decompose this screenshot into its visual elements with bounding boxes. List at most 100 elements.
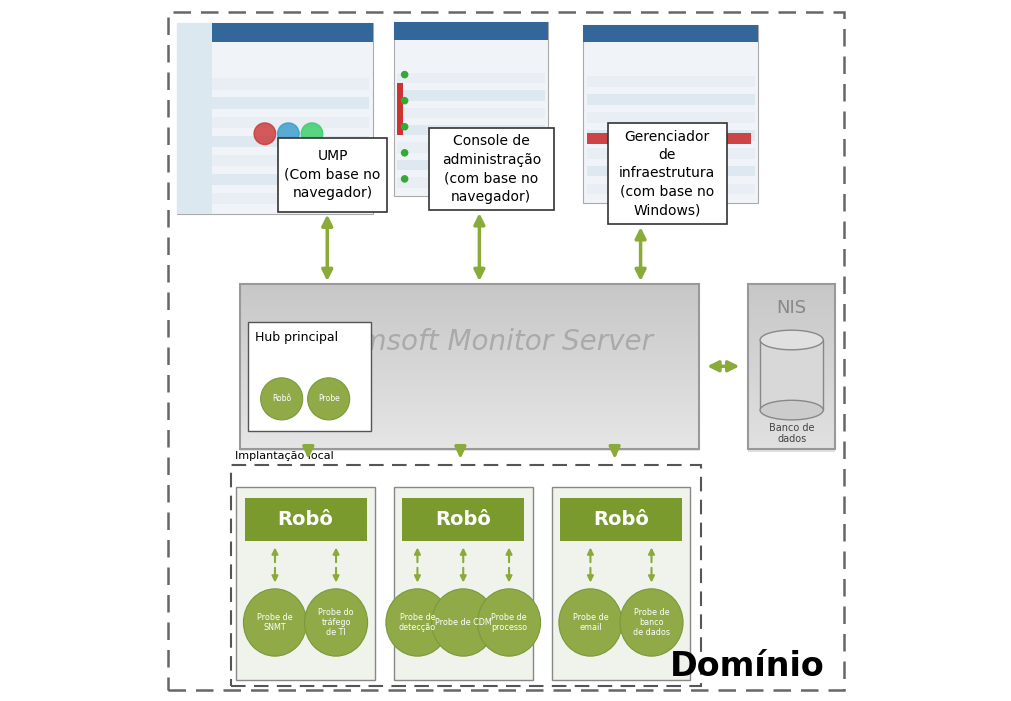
Bar <box>240 368 698 372</box>
Bar <box>747 430 835 435</box>
Bar <box>240 343 698 346</box>
Bar <box>240 422 698 426</box>
Bar <box>240 339 698 342</box>
Bar <box>240 324 698 327</box>
Circle shape <box>261 378 302 420</box>
Bar <box>747 306 835 311</box>
Circle shape <box>401 72 407 78</box>
Bar <box>240 345 698 348</box>
Bar <box>747 286 835 290</box>
Bar <box>240 295 698 299</box>
Bar <box>393 22 548 40</box>
Bar <box>240 383 698 386</box>
Bar <box>176 23 211 214</box>
Text: Probe de
banco
de dados: Probe de banco de dados <box>632 608 669 637</box>
Bar <box>240 370 698 374</box>
Bar <box>240 308 698 311</box>
Bar <box>240 420 698 423</box>
Text: NIS: NIS <box>775 299 806 318</box>
Bar <box>240 379 698 382</box>
Bar <box>240 428 698 432</box>
Bar <box>397 90 544 101</box>
Bar <box>240 362 698 365</box>
Bar <box>401 498 524 541</box>
Bar <box>240 332 698 336</box>
Bar <box>180 135 369 147</box>
Bar <box>240 391 698 395</box>
Bar <box>747 447 835 452</box>
Circle shape <box>401 176 407 182</box>
Bar <box>747 290 835 294</box>
Bar <box>747 390 835 395</box>
Text: Implantação local: Implantação local <box>235 451 334 461</box>
Bar <box>240 404 698 407</box>
Bar <box>240 389 698 393</box>
Bar <box>240 414 698 417</box>
Bar <box>759 340 822 410</box>
Bar <box>240 326 698 329</box>
Bar <box>747 417 835 422</box>
Bar <box>747 357 835 361</box>
Bar <box>240 441 698 444</box>
Bar <box>747 353 835 358</box>
Bar <box>240 411 698 415</box>
Bar <box>747 336 835 341</box>
Bar <box>240 314 698 318</box>
Bar <box>240 372 698 376</box>
Bar <box>551 487 690 680</box>
Bar <box>747 440 835 445</box>
Bar <box>429 128 553 210</box>
Bar <box>240 435 698 438</box>
Bar <box>747 427 835 432</box>
Bar <box>747 340 835 344</box>
Bar <box>747 423 835 428</box>
Bar <box>240 353 698 357</box>
Bar <box>747 299 835 304</box>
Bar <box>240 439 698 442</box>
Bar <box>240 376 698 380</box>
Text: Probe de
SNMT: Probe de SNMT <box>257 613 292 632</box>
Bar <box>747 320 835 324</box>
Circle shape <box>401 150 407 156</box>
Bar <box>240 306 698 309</box>
Bar <box>240 381 698 384</box>
Bar <box>240 424 698 428</box>
Text: UMP
(Com base no
navegador): UMP (Com base no navegador) <box>284 149 380 200</box>
Text: Probe de
email: Probe de email <box>572 613 608 632</box>
Bar <box>180 193 369 204</box>
Bar <box>747 313 835 318</box>
Bar <box>397 142 544 153</box>
Bar <box>747 376 835 381</box>
Bar <box>240 299 698 303</box>
Text: Probe: Probe <box>317 395 339 403</box>
Bar <box>747 444 835 449</box>
Bar <box>240 366 698 369</box>
Bar <box>586 133 750 144</box>
Bar <box>397 125 544 135</box>
Bar <box>240 304 698 307</box>
Bar <box>240 400 698 403</box>
Bar <box>747 434 835 439</box>
Bar <box>582 25 757 42</box>
Bar <box>248 322 370 431</box>
Bar <box>747 437 835 442</box>
Bar <box>240 283 698 286</box>
Bar <box>747 363 835 368</box>
Bar <box>747 296 835 301</box>
Bar <box>240 426 698 430</box>
Bar <box>747 373 835 378</box>
Ellipse shape <box>477 589 540 656</box>
Bar <box>747 414 835 418</box>
Bar <box>180 97 369 109</box>
Bar <box>240 285 698 288</box>
Bar <box>393 22 548 196</box>
Text: Probe de
processo: Probe de processo <box>490 613 527 632</box>
Bar <box>586 148 754 158</box>
Bar <box>240 397 698 401</box>
Text: Probe de CDM: Probe de CDM <box>435 618 491 627</box>
Bar <box>240 322 698 325</box>
Bar <box>747 397 835 402</box>
Bar <box>231 465 701 686</box>
Bar <box>240 437 698 440</box>
Bar <box>240 316 698 320</box>
